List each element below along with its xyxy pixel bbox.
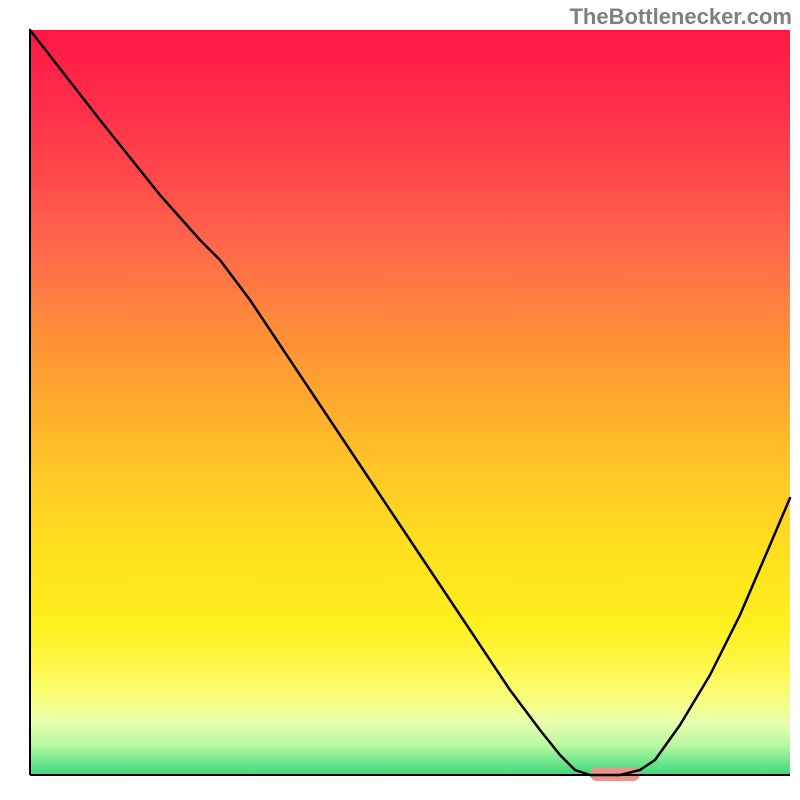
watermark-text: TheBottlenecker.com xyxy=(569,4,792,30)
chart-svg xyxy=(0,0,800,800)
plot-background xyxy=(30,30,790,775)
chart-container xyxy=(0,0,800,800)
